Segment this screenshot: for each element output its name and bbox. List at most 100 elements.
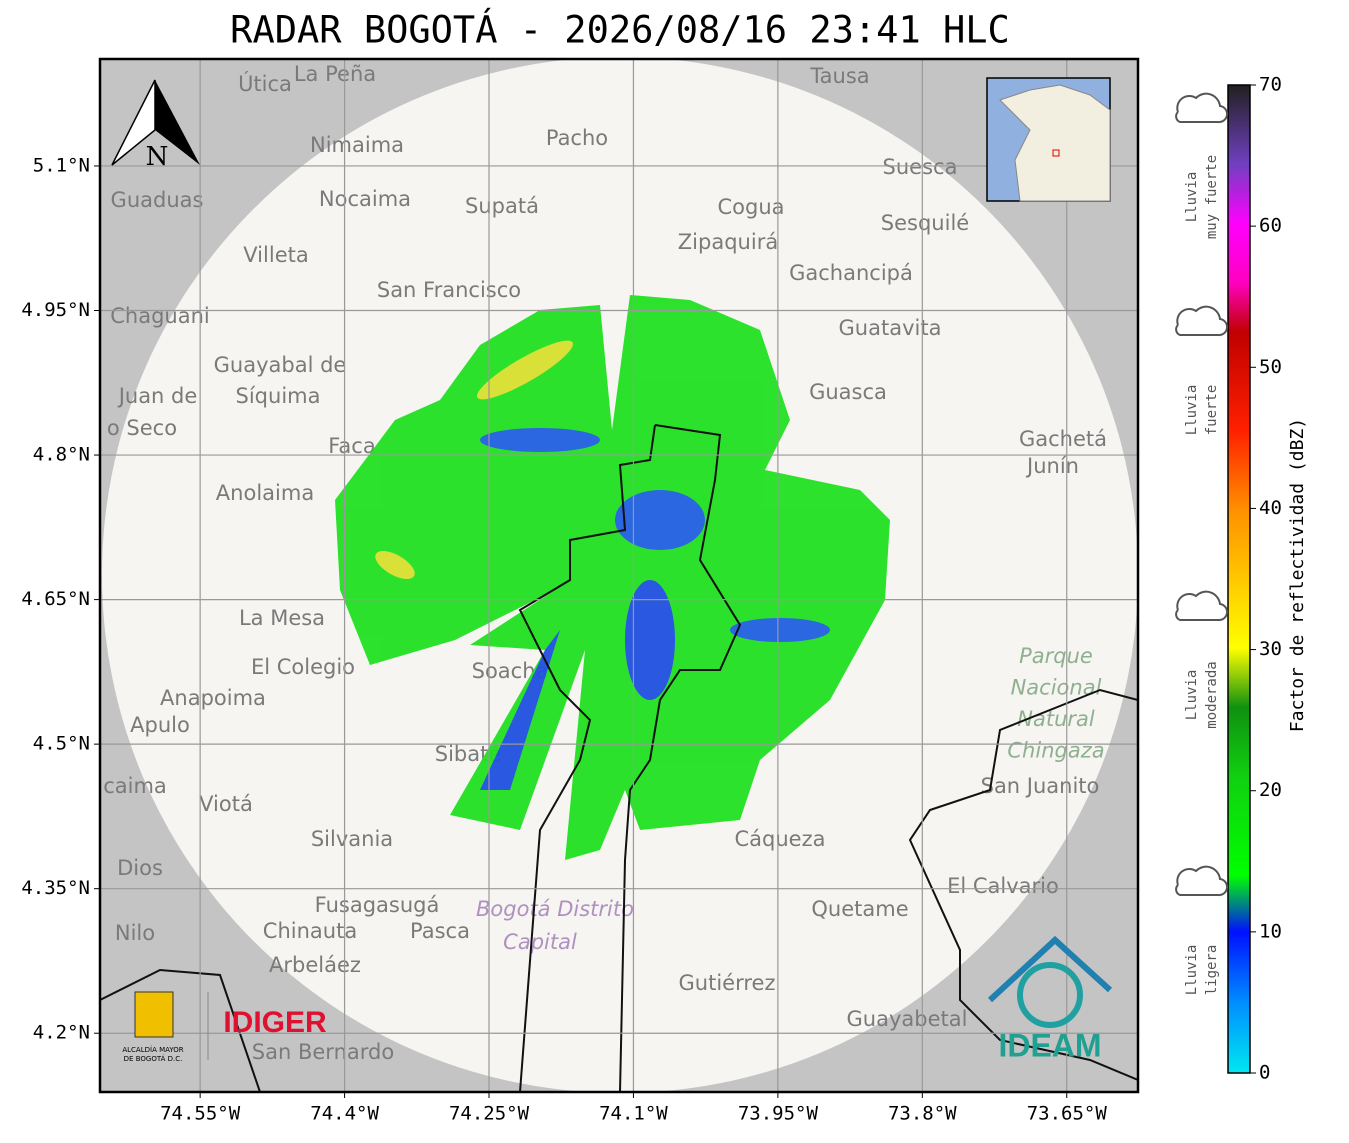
place-label: La Peña xyxy=(294,62,376,86)
place-label: Fusagasugá xyxy=(315,893,440,917)
radar-echoes xyxy=(335,295,890,860)
y-tick-label: 4.65°N xyxy=(21,588,90,610)
place-label: Gutiérrez xyxy=(679,971,776,995)
place-label: Juan de xyxy=(117,384,198,408)
boundaries xyxy=(100,424,1138,1092)
y-tick-label: 4.5°N xyxy=(33,733,90,755)
place-labels: Útica La Peña Tausa Pacho Nimaima Guaduas Noca… xyxy=(103,62,1107,1064)
y-tick-label: 4.2°N xyxy=(33,1022,90,1044)
place-label: Gachancipá xyxy=(789,261,913,285)
colorbar-tick-label: 10 xyxy=(1259,920,1282,942)
place-label: Suesca xyxy=(883,155,958,179)
place-label: Útica xyxy=(238,71,292,96)
place-label: La Mesa xyxy=(239,606,325,630)
x-tick-label: 73.95°W xyxy=(738,1103,819,1125)
place-label: Zipaquirá xyxy=(678,230,778,254)
place-label: Dios xyxy=(117,856,163,880)
ideam-logo: IDEAM xyxy=(998,1027,1101,1063)
place-label: Apulo xyxy=(130,713,190,737)
y-tick-label: 5.1°N xyxy=(33,154,90,176)
ticks: 74.55°W 74.4°W 74.25°W 74.1°W 73.95°W 73.8°W 7… xyxy=(21,74,1282,1125)
colorbar xyxy=(1227,84,1251,1074)
y-tick-label: 4.8°N xyxy=(33,444,90,466)
legend-label: Lluvia xyxy=(1184,670,1200,721)
x-tick-label: 74.25°W xyxy=(449,1103,530,1125)
x-tick-label: 74.1°W xyxy=(599,1103,668,1125)
north-label: N xyxy=(146,142,169,172)
place-label: Nocaima xyxy=(319,187,411,211)
legend-label: Lluvia xyxy=(1184,945,1200,996)
y-tick-label: 4.35°N xyxy=(21,877,90,899)
place-label: Silvania xyxy=(311,827,393,851)
place-label: El Colegio xyxy=(251,655,355,679)
place-label: Guatavita xyxy=(839,316,942,340)
place-label: Cáqueza xyxy=(735,827,826,851)
rain-icon xyxy=(1175,305,1229,337)
place-label: Anolaima xyxy=(216,481,314,505)
place-label: San Bernardo xyxy=(252,1040,394,1064)
place-label: Gachetá xyxy=(1019,427,1107,451)
place-label: San Juanito xyxy=(981,774,1100,798)
y-tick-label: 4.95°N xyxy=(21,299,90,321)
alcaldia-line: DE BOGOTÁ D.C. xyxy=(124,1054,183,1063)
colorbar-tick-label: 50 xyxy=(1259,356,1282,378)
x-tick-label: 73.65°W xyxy=(1027,1103,1108,1125)
place-label: Pasca xyxy=(410,919,470,943)
place-label: Supatá xyxy=(465,194,539,218)
park-label: Natural xyxy=(1017,707,1095,731)
idiger-logo: IDIGER xyxy=(223,1006,327,1039)
legend-label: muy fuerte xyxy=(1204,155,1220,239)
legend-label: Lluvia xyxy=(1184,172,1200,223)
place-label: El Calvario xyxy=(947,874,1059,898)
park-label: Parque xyxy=(1019,644,1093,668)
place-label: Junín xyxy=(1025,454,1079,478)
place-label: Guayabal de xyxy=(214,353,347,377)
colorbar-tick-label: 0 xyxy=(1259,1062,1270,1084)
colorbar-tick-label: 60 xyxy=(1259,215,1282,237)
place-label: Nimaima xyxy=(310,133,404,157)
legend-label: fuerte xyxy=(1204,385,1220,436)
place-label: Guasca xyxy=(809,380,887,404)
colorbar-tick-label: 70 xyxy=(1259,74,1282,96)
alcaldia-line: ALCALDÍA MAYOR xyxy=(122,1045,183,1054)
logos: ALCALDÍA MAYOR DE BOGOTÁ D.C. IDIGER IDE… xyxy=(122,935,1113,1063)
north-arrow: N xyxy=(111,79,200,172)
place-label: Villeta xyxy=(243,243,308,267)
place-label: San Francisco xyxy=(377,278,521,302)
place-label: Nilo xyxy=(115,921,155,945)
place-label: caima xyxy=(103,774,167,798)
x-tick-label: 74.4°W xyxy=(310,1103,379,1125)
place-label: Guayabetal xyxy=(847,1007,968,1031)
rain-icon xyxy=(1175,92,1229,124)
map-frame xyxy=(98,57,1140,1094)
place-label: Arbeláez xyxy=(269,953,361,977)
place-label: Viotá xyxy=(199,792,253,816)
colorbar-tick-label: 40 xyxy=(1259,497,1282,519)
inset-map xyxy=(986,77,1111,202)
place-label: Chinauta xyxy=(263,919,357,943)
colorbar-label: Factor de reflectividad (dBZ) xyxy=(1287,418,1308,732)
map-area: Útica La Peña Tausa Pacho Nimaima Guaduas Noca… xyxy=(100,59,1138,1092)
place-label: o Seco xyxy=(107,416,177,440)
legend-label: ligera xyxy=(1204,945,1220,996)
place-label: Sesquilé xyxy=(881,211,969,235)
place-label: Síquima xyxy=(236,384,321,408)
rain-icon xyxy=(1175,865,1229,897)
place-label: Cogua xyxy=(717,195,784,219)
colorbar-tick-label: 20 xyxy=(1259,779,1282,801)
rain-icon xyxy=(1175,590,1229,622)
x-tick-label: 74.55°W xyxy=(160,1103,241,1125)
district-label: Capital xyxy=(503,930,577,954)
park-label: Chingaza xyxy=(1007,739,1104,763)
place-label: Chaguani xyxy=(110,304,210,328)
place-label: Pacho xyxy=(546,126,608,150)
legend-label: Lluvia xyxy=(1184,385,1200,436)
district-label: Bogotá Distrito xyxy=(476,897,634,921)
title: RADAR BOGOTÁ - 2026/08/16 23:41 HLC xyxy=(230,8,1010,52)
colorbar-tick-label: 30 xyxy=(1259,638,1282,660)
place-label: Faca xyxy=(328,434,375,458)
legend-label: moderada xyxy=(1204,661,1220,728)
place-label: Guaduas xyxy=(111,188,204,212)
